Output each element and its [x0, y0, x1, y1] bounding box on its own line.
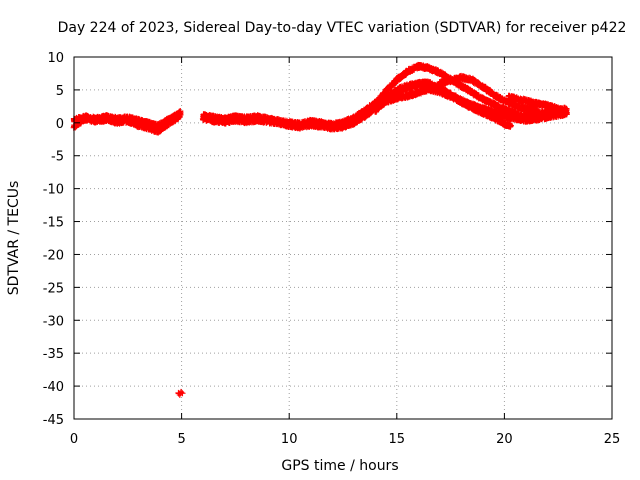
chart-title: Day 224 of 2023, Sidereal Day-to-day VTE… [58, 20, 627, 36]
data-series-sdtvar [70, 61, 570, 399]
